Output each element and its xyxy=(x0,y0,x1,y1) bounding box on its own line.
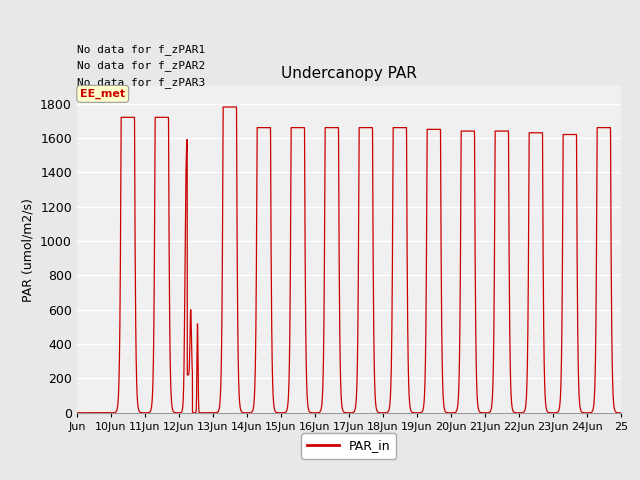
Text: EE_met: EE_met xyxy=(80,89,125,99)
Text: No data for f_zPAR2: No data for f_zPAR2 xyxy=(77,60,205,71)
Text: No data for f_zPAR3: No data for f_zPAR3 xyxy=(77,77,205,87)
Text: No data for f_zPAR1: No data for f_zPAR1 xyxy=(77,44,205,55)
Title: Undercanopy PAR: Undercanopy PAR xyxy=(281,66,417,81)
Legend: PAR_in: PAR_in xyxy=(301,433,397,459)
Y-axis label: PAR (umol/m2/s): PAR (umol/m2/s) xyxy=(22,198,35,301)
